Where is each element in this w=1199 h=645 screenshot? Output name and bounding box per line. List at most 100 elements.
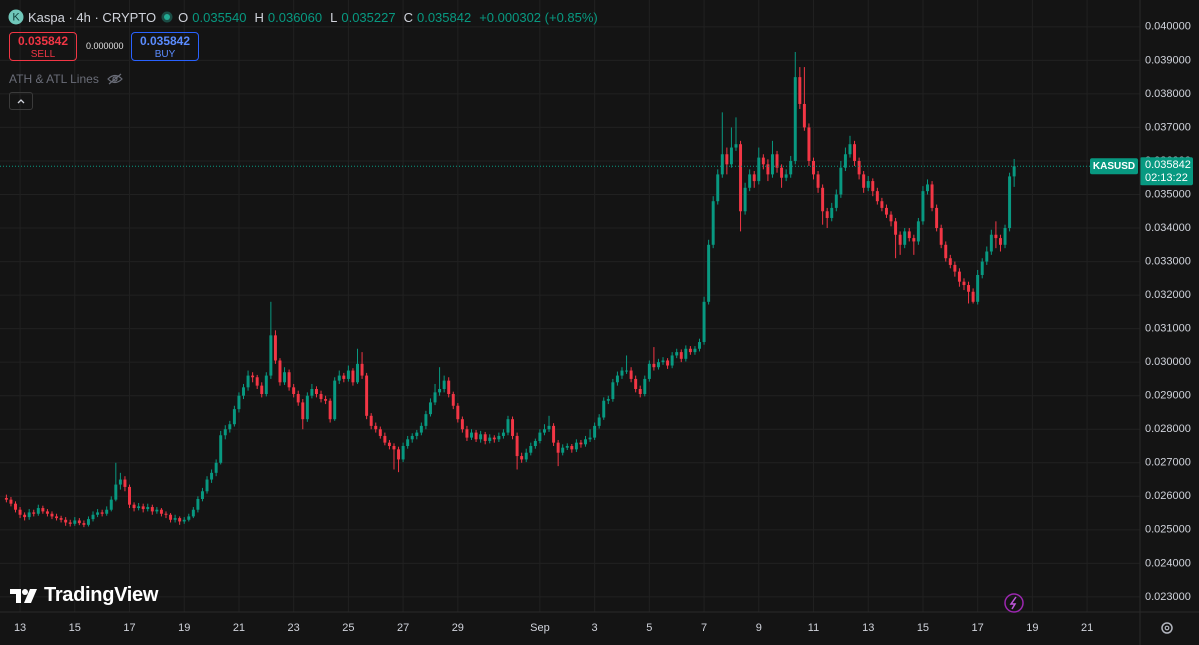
- sell-button[interactable]: 0.035842 SELL: [9, 32, 77, 61]
- candle-body: [989, 234, 993, 252]
- candle-body: [310, 388, 314, 396]
- y-tick-label: 0.034000: [1145, 222, 1191, 234]
- candle-body: [780, 167, 784, 178]
- candle-body: [191, 509, 195, 517]
- candle-body: [164, 513, 168, 515]
- tradingview-logo[interactable]: TradingView: [10, 584, 158, 607]
- candle-body: [337, 375, 341, 381]
- candle-body: [985, 251, 989, 262]
- candle-body: [830, 207, 834, 218]
- candle-body: [14, 503, 17, 510]
- candle-body: [260, 385, 264, 395]
- candle-body: [283, 372, 287, 383]
- candle-body: [620, 370, 624, 376]
- buy-button[interactable]: 0.035842 BUY: [131, 32, 199, 61]
- candle-body: [346, 370, 350, 379]
- candle-body: [474, 432, 478, 440]
- candle-body: [255, 377, 259, 386]
- candle-body: [141, 506, 145, 510]
- collapse-button[interactable]: [9, 92, 33, 110]
- axes: 0.023000 0.024000 0.025000 0.026000 0.027000…: [14, 21, 1193, 634]
- candle-body: [807, 127, 811, 161]
- candle-body: [739, 144, 743, 212]
- y-tick-label: 0.035000: [1145, 188, 1191, 200]
- candle-body: [743, 187, 747, 212]
- candle-body: [410, 435, 414, 440]
- candle-body: [793, 77, 797, 161]
- candle-body: [556, 442, 560, 453]
- symbol-logo[interactable]: K: [8, 9, 24, 25]
- candle-body: [296, 394, 300, 403]
- svg-text:K: K: [12, 11, 20, 23]
- candle-body: [118, 479, 122, 485]
- candle-body: [729, 147, 733, 165]
- candle-body: [178, 518, 182, 522]
- candle-body: [524, 452, 528, 460]
- candle-body: [137, 506, 141, 509]
- candle-body: [159, 509, 163, 514]
- collapse-arrow: [17, 99, 25, 104]
- candle-body: [132, 504, 136, 509]
- candle-body: [606, 399, 610, 401]
- candle-body: [533, 440, 537, 447]
- y-tick-label: 0.023000: [1145, 591, 1191, 603]
- candle-body: [588, 437, 592, 440]
- candle-body: [492, 437, 496, 440]
- spread: 0.000000: [86, 41, 124, 51]
- candle-body: [214, 462, 218, 473]
- candle-body: [775, 154, 779, 168]
- candle-body: [675, 352, 679, 356]
- candle-body: [611, 382, 615, 400]
- candle-body: [497, 435, 501, 440]
- candle-body: [939, 228, 943, 245]
- candle-body: [894, 221, 898, 235]
- candle-body: [1012, 166, 1016, 177]
- candle-body: [884, 207, 888, 215]
- price-tag-label: 0.035842: [1145, 159, 1191, 171]
- indicator[interactable]: ATH & ATL Lines: [9, 72, 123, 86]
- candle-body: [789, 160, 793, 175]
- candle-body: [948, 258, 952, 265]
- candle-body: [866, 181, 870, 188]
- y-tick-label: 0.028000: [1145, 423, 1191, 435]
- candle-body: [944, 244, 948, 259]
- candle-body: [123, 479, 127, 487]
- indicator-name: ATH & ATL Lines: [9, 72, 99, 86]
- candle-body: [511, 419, 515, 436]
- symbol-name[interactable]: Kaspa · 4h · CRYPTO: [28, 9, 157, 25]
- candle-body: [251, 375, 255, 378]
- candle-body: [629, 370, 633, 379]
- candle-body: [720, 154, 724, 175]
- y-tick-label: 0.025000: [1145, 524, 1191, 536]
- candle-body: [853, 144, 857, 161]
- candle-body: [374, 425, 378, 430]
- settings-icon[interactable]: [1161, 622, 1173, 634]
- buy-label: BUY: [154, 49, 176, 60]
- candle-body: [109, 499, 113, 510]
- x-tick-label: 17: [123, 622, 135, 634]
- candle-body: [812, 160, 815, 175]
- candle-body: [447, 380, 451, 395]
- close-label: C: [403, 9, 413, 25]
- candle-body: [100, 512, 104, 514]
- candle-body: [96, 512, 100, 515]
- candle-body: [953, 264, 957, 272]
- replay-icon[interactable]: [1004, 593, 1024, 613]
- candle-body: [570, 446, 574, 450]
- candle-body: [182, 519, 186, 522]
- candle-body: [957, 271, 961, 282]
- candle-body: [264, 375, 268, 395]
- candle-body: [761, 157, 765, 165]
- candle-body: [725, 154, 729, 165]
- candle-body: [150, 507, 154, 512]
- candle-body: [825, 211, 829, 218]
- candle-body: [652, 363, 656, 368]
- candle-body: [488, 437, 492, 441]
- candle-body: [647, 363, 651, 379]
- x-tick-label: 21: [1081, 622, 1093, 634]
- candle-body: [378, 429, 382, 436]
- hide-icon[interactable]: [106, 73, 123, 85]
- candle-body: [86, 519, 90, 525]
- candle-body: [506, 419, 510, 433]
- candle-body: [994, 234, 998, 239]
